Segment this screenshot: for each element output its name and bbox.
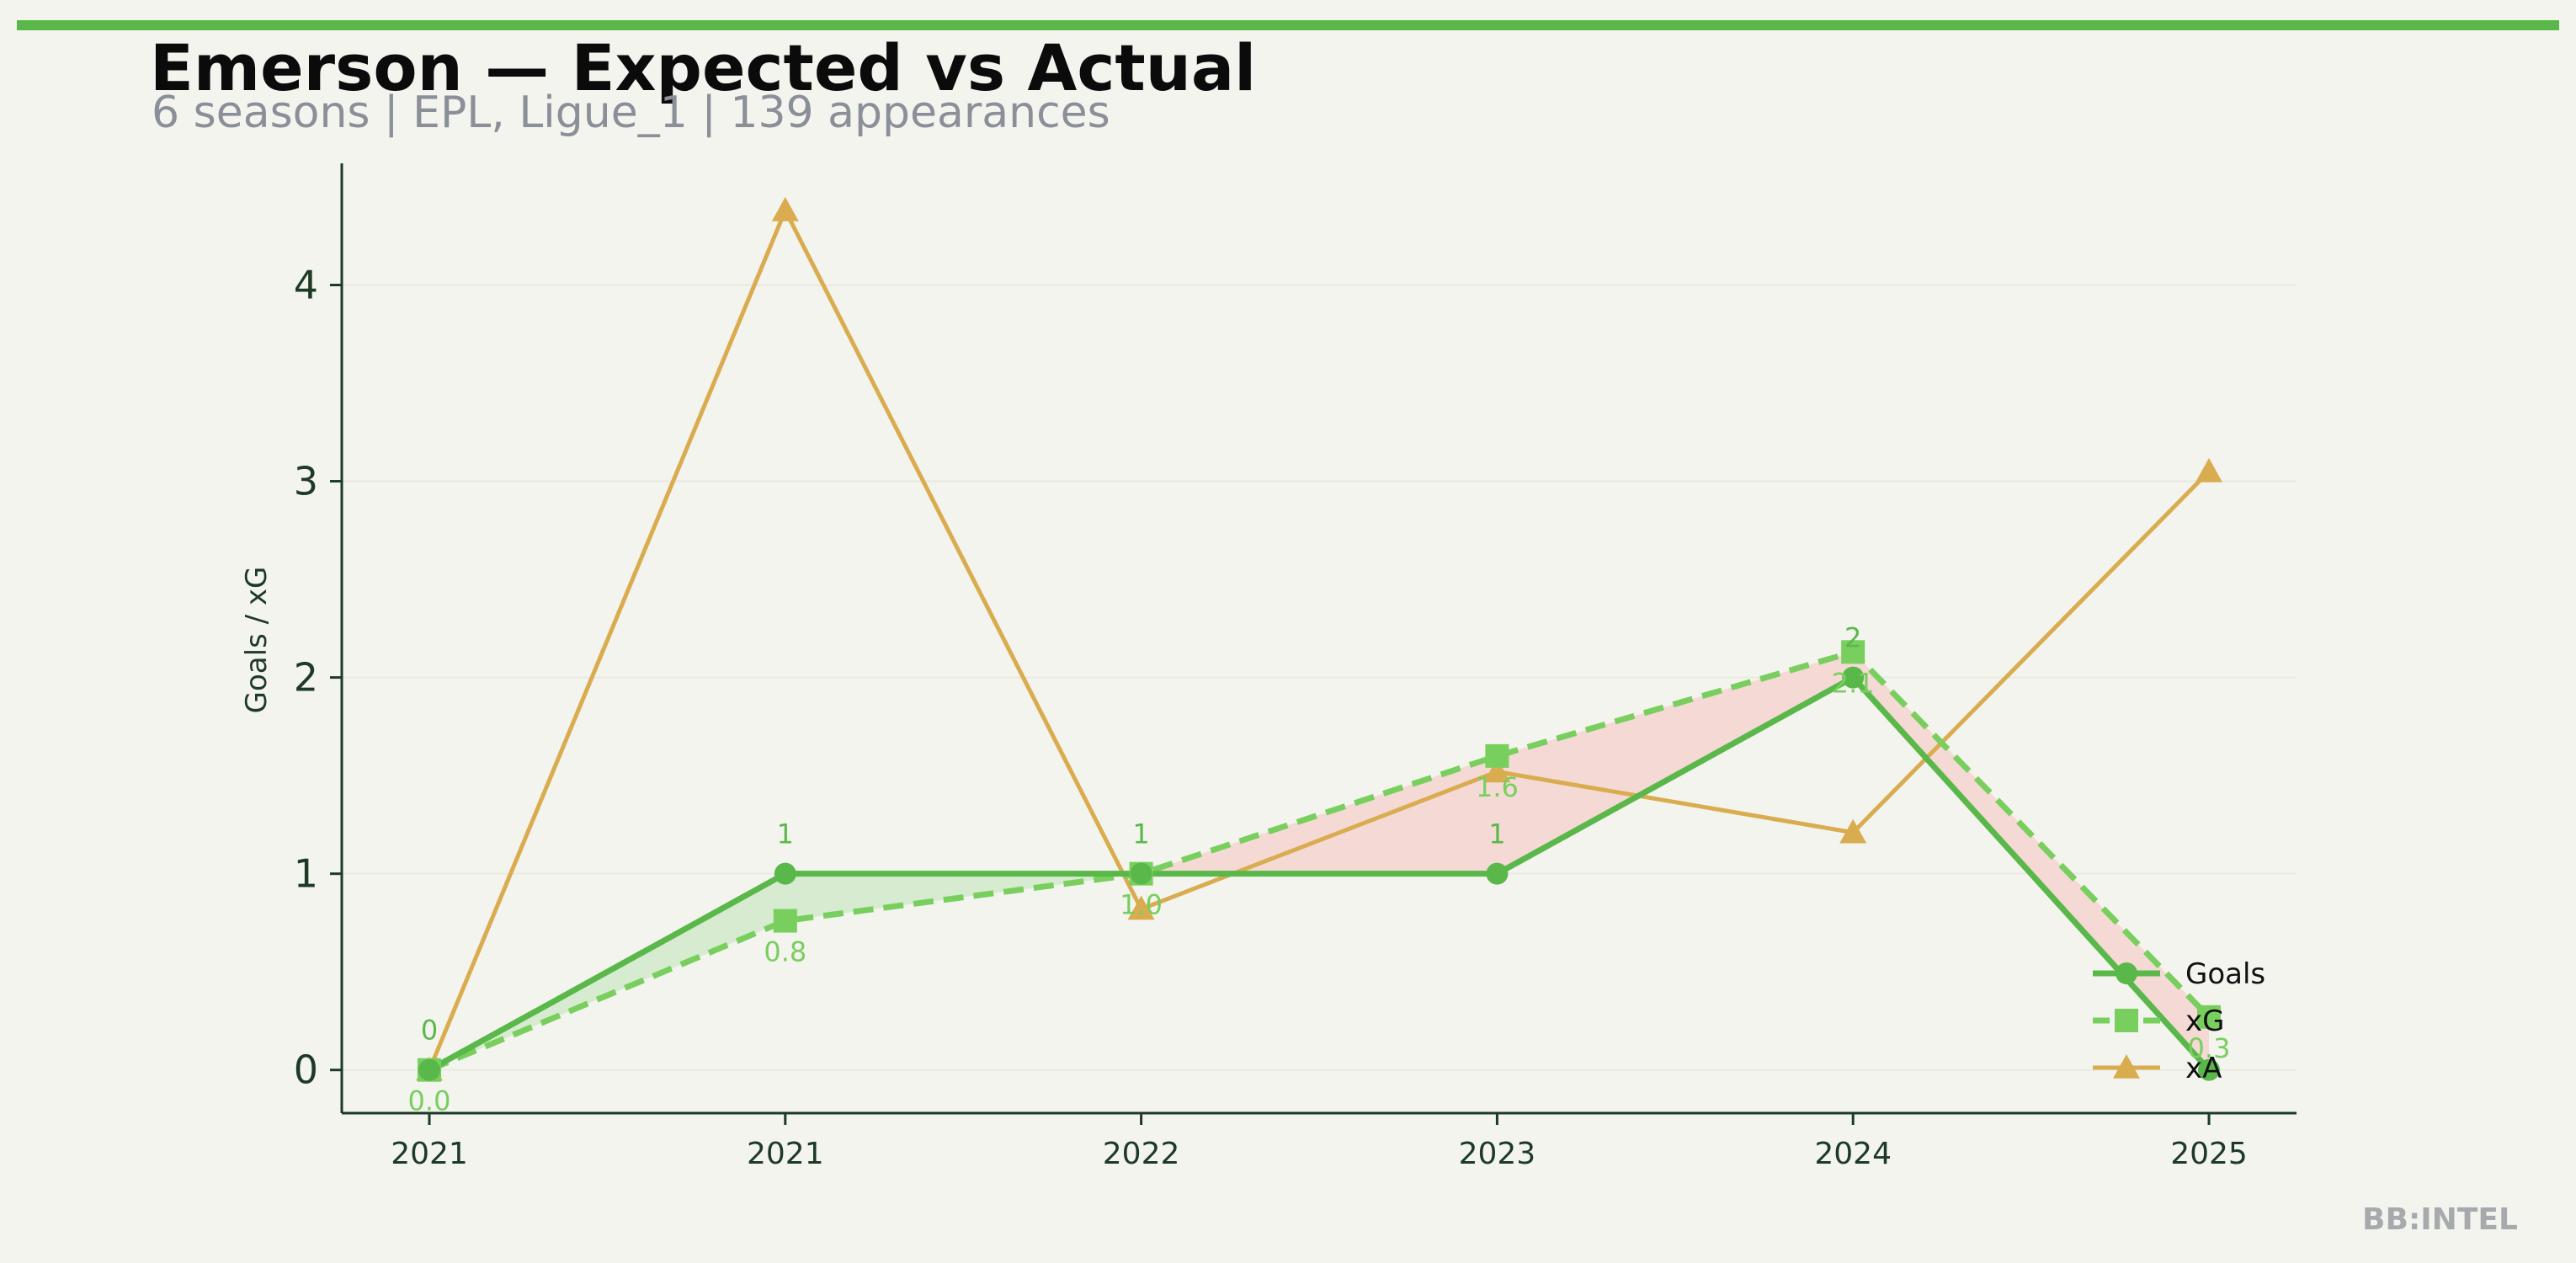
- data-point-xa: [1127, 895, 1155, 920]
- data-label-xg: 0.0: [408, 1085, 451, 1117]
- data-label-goals: 1: [1132, 818, 1149, 850]
- data-label-xg: 1.0: [1120, 889, 1163, 921]
- top-accent-rule: [17, 20, 2559, 30]
- legend-label-xg: xG: [2185, 1005, 2224, 1038]
- data-point-xa: [771, 196, 799, 221]
- data-point-goals: [1486, 862, 1509, 885]
- legend: Goals xG xA: [2093, 957, 2265, 1085]
- data-point-xg: [1485, 743, 1509, 768]
- data-label-xg: 0.3: [2188, 1032, 2231, 1064]
- legend-marker-xg: [2115, 1009, 2138, 1032]
- chart-subtitle: 6 seasons | EPL, Ligue_1 | 139 appearanc…: [152, 88, 1110, 138]
- data-point-goals: [774, 862, 796, 885]
- data-label-goals: 1: [777, 818, 794, 850]
- grid-lines: [342, 284, 2297, 1071]
- y-tick-label: 4: [294, 262, 318, 307]
- data-labels: 0 1 1 1 2 0.0 0.8 1.0 1.6 2.1 0.3: [408, 622, 2231, 1117]
- fill-areas: [429, 652, 2209, 1070]
- data-point-goals: [1842, 666, 1865, 689]
- series-lines: [427, 208, 2211, 1073]
- y-tick-label: 2: [294, 655, 318, 701]
- x-tick-label: 2024: [1814, 1137, 1892, 1171]
- axes: 0 1 2 3 4 2021 2021 2022 2023 2024 2025: [294, 163, 2297, 1171]
- legend-label-xa: xA: [2185, 1052, 2222, 1085]
- data-point-xg: [2197, 1005, 2221, 1029]
- y-tick-label: 3: [294, 459, 318, 504]
- data-label-goals: 2: [1844, 622, 1861, 654]
- series-line-xg: [428, 648, 2211, 1073]
- legend-label-goals: Goals: [2185, 957, 2265, 991]
- data-point-xg: [773, 909, 797, 933]
- series-line-xa: [427, 208, 2211, 1071]
- x-tick-label: 2021: [747, 1137, 824, 1171]
- x-tick-label: 2021: [391, 1137, 468, 1171]
- underperform-area: [1141, 755, 1498, 874]
- y-axis-label: Goals / xG: [240, 567, 274, 714]
- data-point-goals: [2198, 1058, 2220, 1081]
- data-point-goals: [1130, 862, 1152, 885]
- data-label-xg: 0.8: [764, 936, 806, 968]
- x-tick-label: 2023: [1459, 1137, 1536, 1171]
- legend-marker-xa: [2113, 1054, 2140, 1079]
- chart-title: Emerson — Expected vs Actual: [150, 30, 1257, 105]
- data-label-goals: 0: [421, 1015, 438, 1047]
- data-point-xa: [1483, 758, 1511, 783]
- y-tick-label: 1: [294, 851, 318, 897]
- data-point-goals: [418, 1058, 440, 1081]
- y-tick-label: 0: [294, 1047, 318, 1093]
- legend-marker-goals: [2116, 962, 2137, 984]
- series-markers: [416, 196, 2222, 1082]
- x-tick-label: 2025: [2170, 1137, 2248, 1171]
- data-point-xa: [1839, 818, 1867, 844]
- watermark: BB:INTEL: [2362, 1202, 2518, 1237]
- data-label-goals: 1: [1488, 818, 1505, 850]
- series-line-goals: [428, 674, 2211, 1073]
- data-point-xa: [2195, 457, 2222, 482]
- data-label-xg: 1.6: [1476, 771, 1519, 803]
- data-label-xg: 2.1: [1832, 667, 1875, 699]
- x-tick-label: 2022: [1103, 1137, 1180, 1171]
- data-point-xg: [1841, 640, 1865, 664]
- underperform-area: [1497, 652, 1854, 874]
